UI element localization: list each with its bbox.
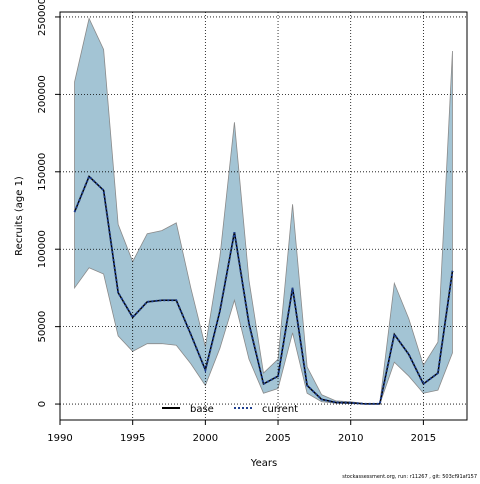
x-tick-label: 1990 xyxy=(47,433,72,444)
y-tick-label: 0 xyxy=(37,401,48,407)
legend-label: current xyxy=(262,404,298,415)
y-tick-label: 150000 xyxy=(37,153,48,191)
x-tick-label: 2000 xyxy=(193,433,218,444)
series-line xyxy=(73,174,454,405)
confidence-band xyxy=(74,17,453,405)
plot-frame xyxy=(59,11,468,421)
legend-label: base xyxy=(190,404,214,415)
x-tick-label: 2015 xyxy=(411,433,436,444)
x-axis-label: Years xyxy=(250,458,277,469)
y-tick-label: 200000 xyxy=(37,75,48,113)
footnote: stockassessment.org, run: r11267 , git: … xyxy=(342,474,477,480)
x-tick-label: 2005 xyxy=(265,433,290,444)
y-tick-label: 50000 xyxy=(37,311,48,343)
x-tick-label: 1995 xyxy=(120,433,145,444)
y-tick-label: 100000 xyxy=(37,230,48,268)
x-tick-label: 2010 xyxy=(338,433,363,444)
y-tick-label: 250000 xyxy=(37,0,48,36)
y-axis-label: Recruits (age 1) xyxy=(14,176,25,256)
